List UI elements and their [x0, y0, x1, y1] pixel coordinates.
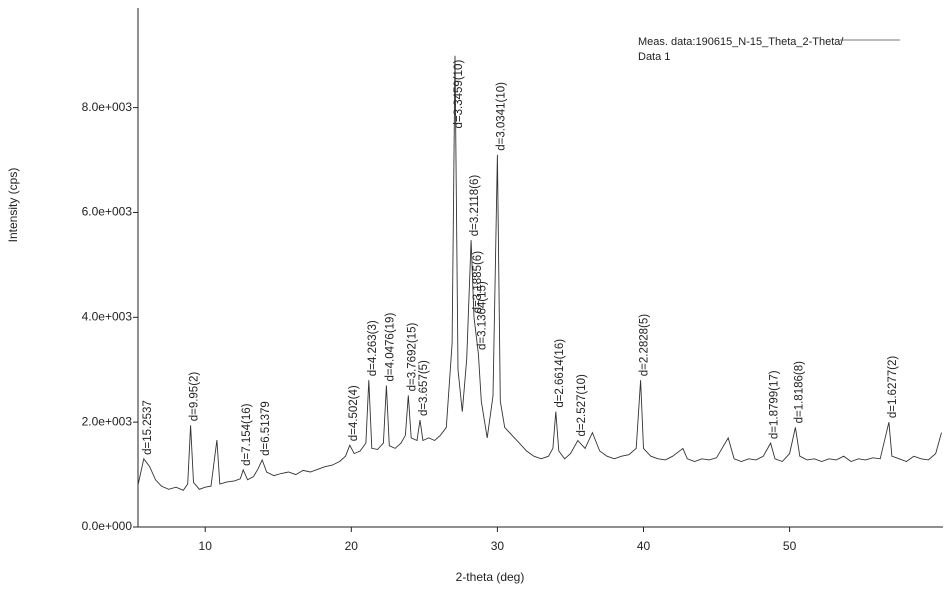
y-tick-label: 2.0e+003: [82, 414, 133, 428]
peak-label: d=3.0341(10): [495, 82, 507, 151]
peak-label: d=9.95(2): [189, 372, 201, 422]
y-axis-title: Intensity (cps): [6, 168, 20, 243]
legend-label: Meas. data:190615_N-15_Theta_2-Theta/ Da…: [638, 36, 844, 63]
x-tick-label: 50: [783, 539, 797, 553]
x-axis-title: 2-theta (deg): [456, 570, 525, 584]
x-tick-label: 10: [199, 539, 213, 553]
peak-label: d=3.657(5): [418, 360, 430, 416]
peak-label: d=3.7692(15): [406, 323, 418, 392]
peak-label: d=15.2537: [142, 400, 154, 455]
x-tick-label: 40: [637, 539, 651, 553]
peak-label: d=1.8186(8): [793, 361, 805, 424]
peak-label: d=2.6614(16): [554, 339, 566, 408]
peak-label: d=4.0476(19): [384, 313, 396, 382]
peak-label: d=2.527(10): [576, 374, 588, 437]
x-tick-label: 30: [491, 539, 505, 553]
peak-label: d=1.6277(2): [887, 356, 899, 419]
peak-label: d=3.1364(15): [476, 281, 488, 350]
y-tick-label: 4.0e+003: [82, 309, 133, 323]
peak-label: d=3.2118(6): [469, 175, 481, 237]
y-tick-label: 0.0e+000: [82, 519, 133, 533]
y-tick-label: 6.0e+003: [82, 205, 133, 219]
peak-label: d=6.51379: [260, 401, 272, 456]
peak-label: d=1.8799(17): [769, 370, 781, 439]
data-line: [137, 55, 942, 491]
x-tick-label: 20: [345, 539, 359, 553]
peak-label: d=3.1885(6): [472, 251, 484, 314]
peak-label: d=7.154(16): [241, 403, 253, 466]
peak-label: d=2.2828(5): [639, 314, 651, 377]
y-tick-label: 8.0e+003: [82, 100, 133, 114]
peak-label: d=4.263(3): [367, 320, 379, 376]
peak-label: d=4.502(4): [348, 385, 360, 441]
peak-label: d=3.3459(10): [453, 60, 465, 129]
